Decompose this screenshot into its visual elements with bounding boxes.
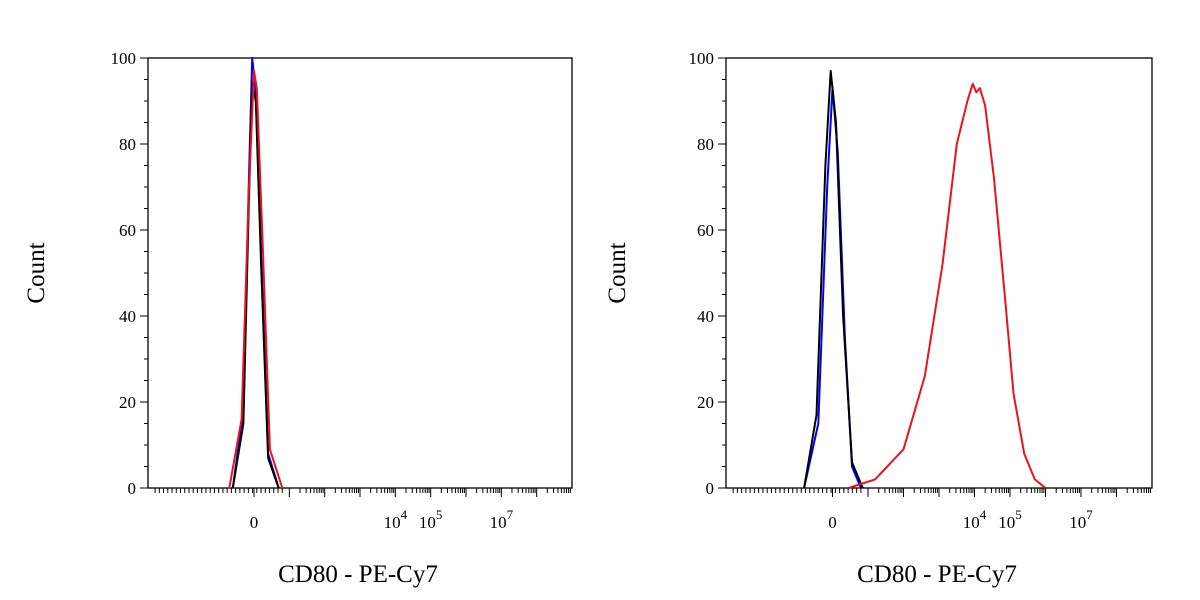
- x-tick-exponent: 4: [401, 507, 408, 522]
- x-tick-exponent: 4: [980, 507, 987, 522]
- x-tick-label: 107: [1069, 507, 1093, 532]
- histogram-curve-1: [803, 87, 862, 489]
- x-tick-base: 10: [384, 513, 401, 532]
- x-tick-base: 10: [998, 513, 1015, 532]
- y-tick-label: 0: [128, 479, 137, 498]
- x-tick-base: 10: [963, 513, 980, 532]
- x-tick-base: 10: [1069, 513, 1086, 532]
- y-axis-title: Count: [23, 242, 50, 303]
- plot-frame: [147, 57, 573, 489]
- x-tick-label: 0: [250, 513, 259, 532]
- x-tick-base: 0: [250, 513, 259, 532]
- x-tick-label: 105: [419, 507, 443, 532]
- y-tick-label: 60: [697, 221, 714, 240]
- x-axis-title: CD80 - PE-Cy7: [278, 561, 438, 588]
- y-tick-label: 20: [119, 393, 136, 412]
- y-tick-label: 80: [697, 135, 714, 154]
- y-tick-label: 40: [697, 307, 714, 326]
- histogram-curve-2: [803, 69, 864, 489]
- y-tick-label: 100: [111, 49, 137, 68]
- y-tick-label: 40: [119, 307, 136, 326]
- histogram-curve-3: [228, 69, 284, 489]
- x-tick-label: 0: [828, 513, 837, 532]
- x-tick-label: 104: [384, 507, 408, 532]
- x-tick-base: 10: [490, 513, 507, 532]
- histogram-curve-3: [848, 82, 1047, 489]
- x-tick-label: 105: [998, 507, 1022, 532]
- x-tick-exponent: 5: [1015, 507, 1022, 522]
- y-tick-label: 100: [689, 49, 715, 68]
- y-tick-label: 0: [706, 479, 715, 498]
- y-axis-title: Count: [604, 242, 631, 303]
- x-tick-exponent: 5: [436, 507, 443, 522]
- x-tick-base: 0: [828, 513, 837, 532]
- x-tick-label: 107: [490, 507, 514, 532]
- x-tick-label: 104: [963, 507, 987, 532]
- plot-frame: [725, 57, 1153, 489]
- y-tick-label: 20: [697, 393, 714, 412]
- x-axis-title: CD80 - PE-Cy7: [857, 561, 1017, 588]
- y-tick-label: 80: [119, 135, 136, 154]
- x-tick-base: 10: [419, 513, 436, 532]
- y-tick-label: 60: [119, 221, 136, 240]
- x-tick-exponent: 7: [507, 507, 514, 522]
- x-tick-exponent: 7: [1086, 507, 1093, 522]
